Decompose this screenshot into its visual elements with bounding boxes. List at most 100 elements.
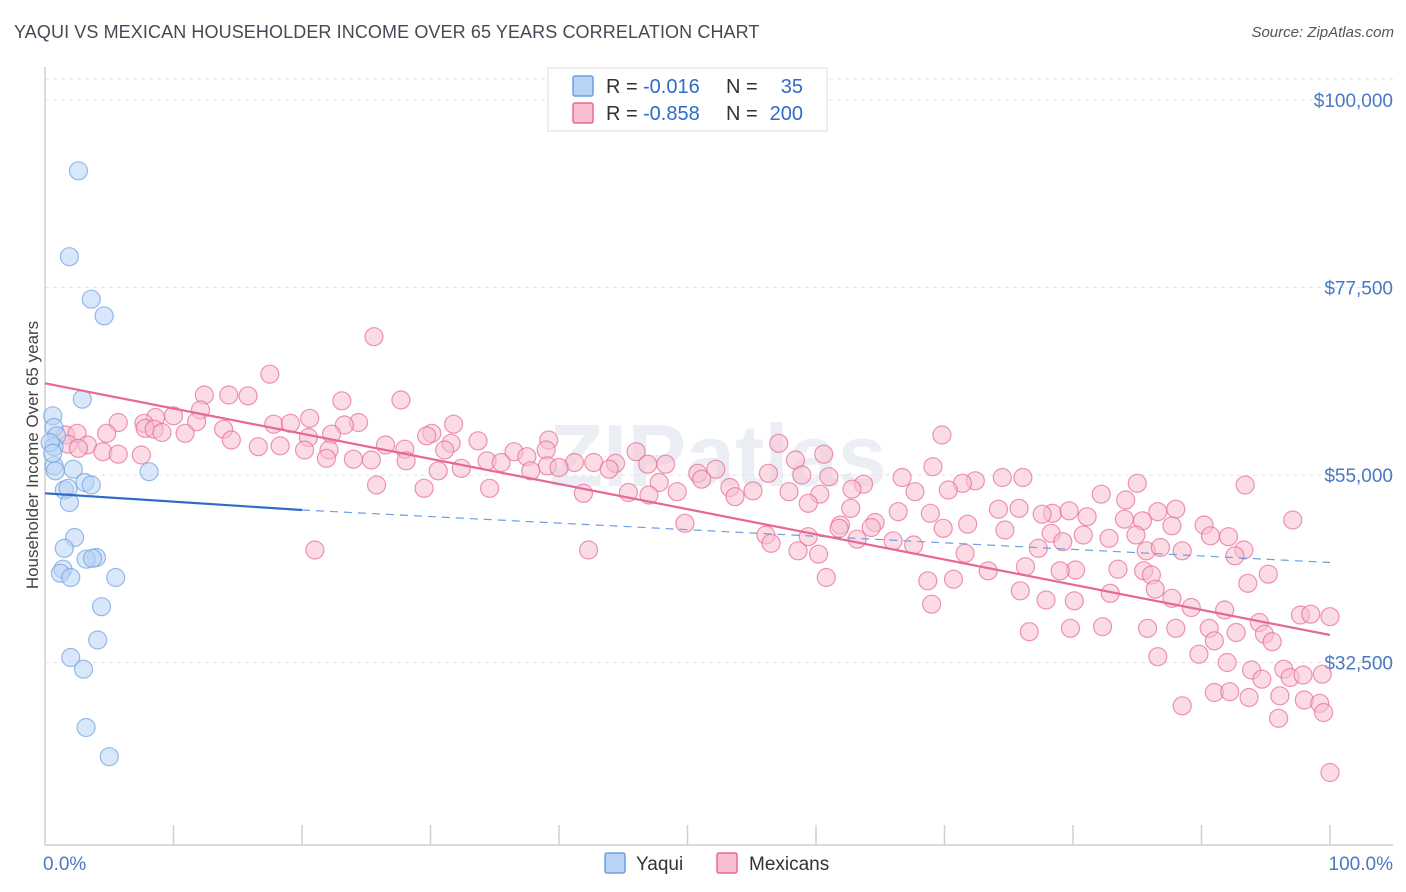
mexicans-point <box>1077 507 1097 527</box>
mexicans-point <box>294 440 315 460</box>
mexicans-point <box>978 561 998 581</box>
mexicans-point <box>175 423 195 443</box>
mexicans-point <box>905 482 925 502</box>
mexicans-point <box>97 423 117 443</box>
mexicans-point <box>841 498 861 518</box>
legend-box <box>547 67 828 132</box>
mexicans-point <box>68 438 89 458</box>
mexicans-point <box>932 425 952 445</box>
mexicans-point <box>995 520 1015 540</box>
mexicans-point <box>1204 631 1224 651</box>
mexicans-point <box>933 518 953 538</box>
legend: R = -0.016 N = 35 R = -0.858 N = 200 <box>547 67 828 132</box>
mexicans-point <box>1059 501 1079 521</box>
mexicans-point <box>1283 510 1303 530</box>
mexicans-point <box>955 543 975 563</box>
mexicans-point <box>1013 467 1033 488</box>
yaqui-point <box>63 459 83 479</box>
mexicans-point <box>1148 647 1168 667</box>
legend-r-label: R = <box>606 103 638 125</box>
yaqui-point <box>43 443 63 463</box>
mexicans-point <box>667 482 687 502</box>
mexicans-point <box>1312 664 1332 684</box>
mexicans-point <box>1268 708 1289 728</box>
x-tick-labels: 0.0% 100.0% <box>43 854 1393 875</box>
mexicans-point <box>1148 502 1168 522</box>
yaqui-point <box>73 659 94 679</box>
mexicans-point <box>364 327 384 347</box>
yaqui-point <box>61 567 81 588</box>
mexicans-point <box>578 540 599 560</box>
mexicans-point <box>626 442 646 462</box>
mexicans-point <box>1200 526 1221 546</box>
mexicans-point <box>414 478 434 498</box>
yaqui-point <box>91 597 112 617</box>
mexicans-point <box>1116 490 1136 510</box>
mexicans-point <box>599 459 619 479</box>
mexicans-point <box>361 450 381 470</box>
mexicans-point <box>1293 665 1313 685</box>
mexicans-point <box>1238 573 1258 593</box>
bottom-legend-yaqui: Yaqui <box>636 854 683 875</box>
mexicans-point <box>779 482 799 502</box>
mexicans-point <box>816 567 836 588</box>
mexicans-point <box>725 487 745 507</box>
trend-lines <box>44 382 1331 637</box>
mexicans-point <box>1217 652 1237 673</box>
yaqui-point <box>54 538 74 558</box>
yaqui-point <box>61 647 81 668</box>
mexicans-point <box>1108 559 1128 579</box>
mexicans-point <box>1258 564 1278 584</box>
mexicans-point <box>521 461 541 481</box>
mexicans-point <box>1301 604 1321 624</box>
legend-n-value: 35 <box>781 76 803 98</box>
mexicans-point <box>656 454 676 474</box>
yaqui-point <box>106 567 126 588</box>
bottom-legend-mexicans: Mexicans <box>749 854 829 875</box>
mexicans-points <box>55 327 1340 783</box>
mexicans-point <box>1009 498 1029 518</box>
mexicans-point <box>1053 532 1073 552</box>
mexicans-point <box>1313 702 1334 723</box>
mexicans-point <box>1189 644 1209 664</box>
mexicans-point <box>417 426 437 446</box>
mexicans-point <box>888 502 908 522</box>
mexicans-point <box>428 461 448 481</box>
x-tick-label: 100.0% <box>1329 854 1394 875</box>
mexicans-point <box>1220 682 1240 702</box>
x-tick-label: 0.0% <box>43 854 86 875</box>
mexicans-point <box>1137 618 1158 638</box>
mexicans-point <box>1019 622 1039 642</box>
mexicans-point <box>923 457 943 477</box>
yaqui-point <box>99 747 119 767</box>
mexicans-point <box>435 440 455 460</box>
yaqui-point <box>81 475 101 495</box>
mexicans-point <box>842 479 862 499</box>
yaqui-trend-extension <box>301 509 1331 564</box>
mexicans-point <box>300 408 320 428</box>
mexicans-trend-line <box>44 382 1331 637</box>
mexicans-point <box>468 431 488 451</box>
mexicans-point <box>480 478 500 498</box>
mexicans-point <box>814 444 834 464</box>
mexicans-point <box>706 459 726 479</box>
mexicans-point <box>992 467 1012 488</box>
mexicans-point <box>536 440 556 460</box>
mexicans-point <box>675 513 695 533</box>
mexicans-point <box>743 481 763 501</box>
mexicans-point <box>808 544 829 564</box>
mexicans-point <box>1172 541 1192 561</box>
legend-n-label: N = <box>726 103 758 125</box>
mexicans-point <box>152 422 172 443</box>
y-tick-label: $55,000 <box>1324 466 1393 487</box>
yaqui-point <box>68 161 89 181</box>
mexicans-point <box>761 533 781 553</box>
bottom-legend-swatch-mexicans <box>716 852 738 874</box>
mexicans-point <box>1320 607 1340 627</box>
mexicans-point <box>1252 669 1272 689</box>
mexicans-point <box>1226 622 1246 643</box>
mexicans-point <box>1270 686 1290 706</box>
mexicans-point <box>918 571 938 591</box>
mexicans-point <box>769 433 789 453</box>
